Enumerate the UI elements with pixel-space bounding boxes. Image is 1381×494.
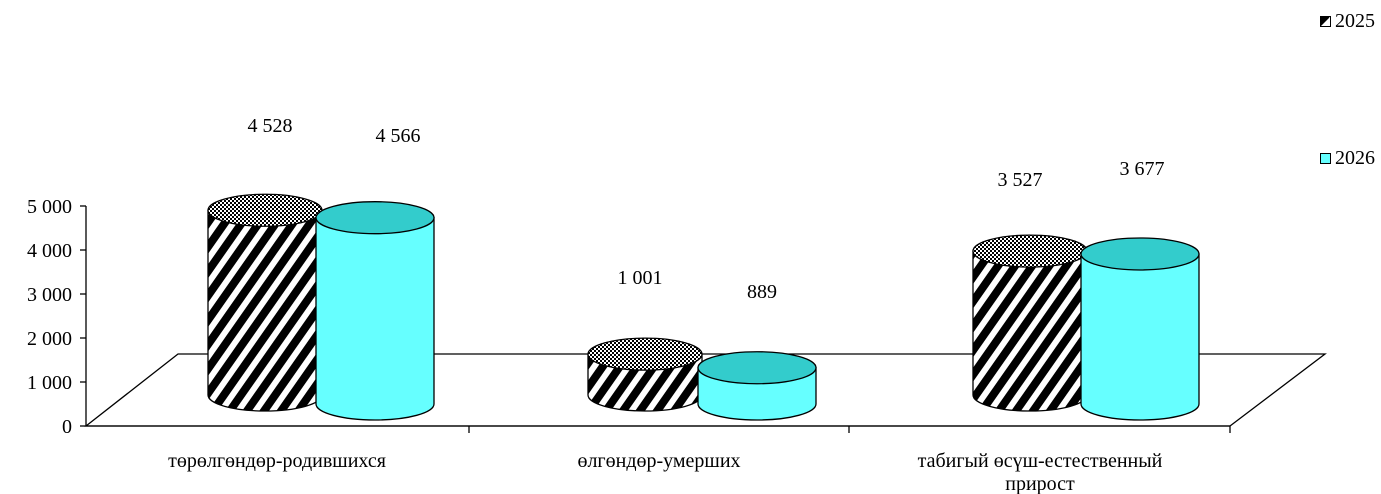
data-label-2025-0: 4 528 [248,115,293,137]
y-tick-label: 3 000 [27,284,72,306]
x-category-label: табигый өсүш-естественный [918,450,1163,472]
legend-swatch-cyan [1320,153,1331,164]
y-tick-label: 0 [62,416,72,438]
data-label-2026-2: 3 677 [1120,158,1165,180]
bar-2026-2 [1080,237,1200,421]
x-category-label: өлгөндөр-умерших [577,450,740,472]
legend-label-2026: 2026 [1335,147,1375,169]
bar-2025-0 [207,193,323,412]
data-label-2025-1: 1 001 [618,267,663,289]
y-tick-label: 4 000 [27,240,72,262]
data-label-2026-0: 4 566 [376,125,421,147]
bar-2026-0 [315,201,435,421]
bar-2025-0-top [207,193,323,227]
bar-2025-0-side [207,209,323,412]
bar-2026-2-top [1080,237,1200,271]
bar-2025-2-side [972,250,1088,412]
x-category-label: төрөлгөндөр-родившихся [168,450,386,472]
legend-swatch-hatched [1320,16,1331,27]
bar-2026-0-side [315,217,435,421]
y-tick-label: 5 000 [27,196,72,218]
bar-2025-1-top [587,337,703,371]
bar-2026-1 [697,351,817,421]
legend-label-2025: 2025 [1335,10,1375,32]
legend-item-2025: 2025 [1320,10,1375,33]
data-label-2025-2: 3 527 [998,169,1043,191]
data-label-2026-1: 889 [747,281,777,303]
bar-2025-2 [972,234,1088,412]
y-tick-label: 2 000 [27,328,72,350]
bar-2026-1-top [697,351,817,385]
legend-item-2026: 2026 [1320,147,1375,170]
bar-2025-1 [587,337,703,412]
bar-2026-0-top [315,201,435,235]
x-category-label: прирост [1005,473,1075,494]
bar-2026-2-side [1080,253,1200,421]
bar-2025-2-top [972,234,1088,268]
y-tick-label: 1 000 [27,372,72,394]
